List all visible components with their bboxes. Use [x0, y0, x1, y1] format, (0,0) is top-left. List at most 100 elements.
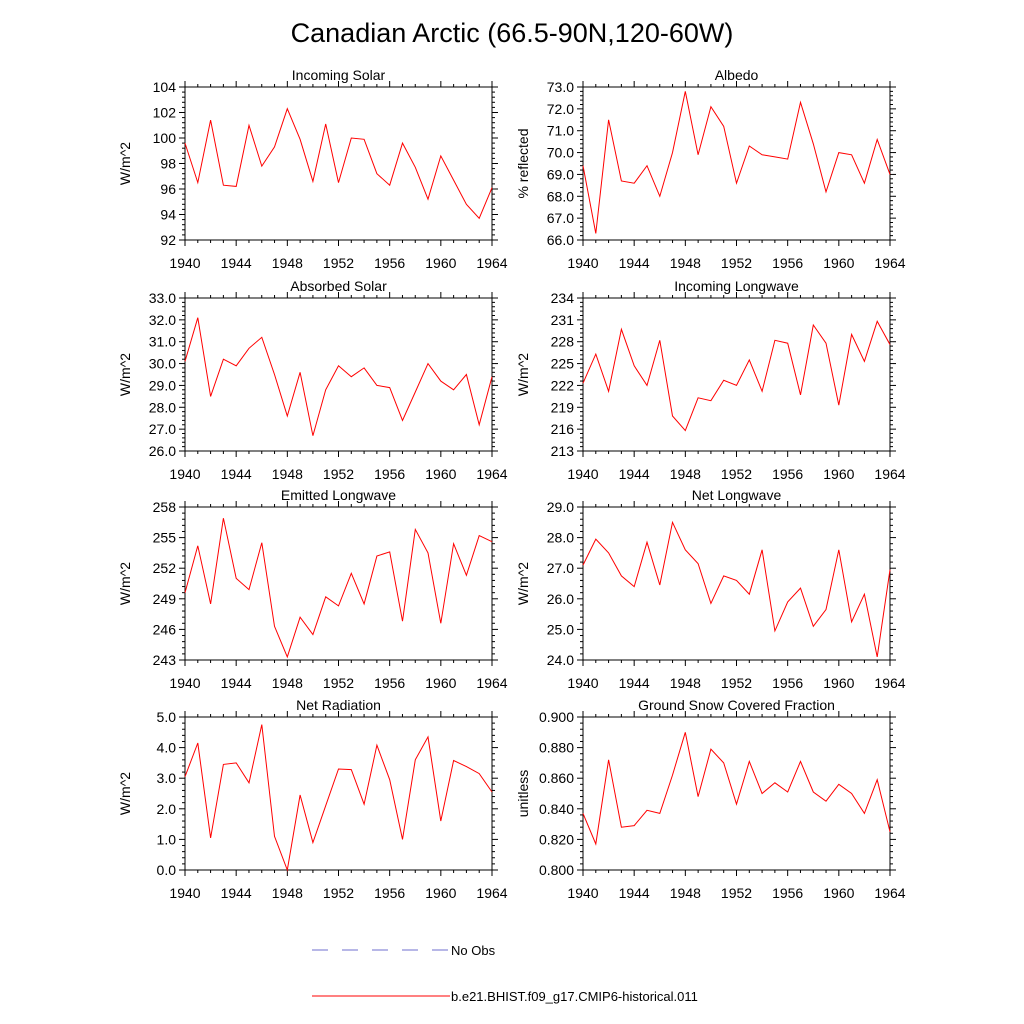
x-tick-label: 1964 [476, 675, 507, 691]
y-tick-label: 5.0 [157, 709, 177, 725]
panel-title: Emitted Longwave [281, 487, 396, 503]
x-tick-label: 1956 [374, 885, 405, 901]
x-tick-label: 1952 [323, 675, 354, 691]
y-tick-label: 70.0 [547, 145, 574, 161]
x-tick-label: 1952 [721, 466, 752, 482]
y-axis-label: W/m^2 [515, 353, 531, 396]
x-tick-label: 1944 [221, 675, 252, 691]
y-tick-label: 96 [160, 181, 176, 197]
y-tick-label: 225 [551, 356, 575, 372]
y-tick-label: 255 [153, 530, 177, 546]
y-tick-label: 0.0 [157, 862, 177, 878]
y-tick-label: 0.880 [539, 740, 574, 756]
x-tick-label: 1944 [221, 466, 252, 482]
x-tick-label: 1964 [874, 885, 905, 901]
x-tick-label: 1952 [323, 255, 354, 271]
y-tick-label: 26.0 [547, 591, 574, 607]
x-tick-label: 1948 [272, 675, 303, 691]
panel-title: Albedo [715, 67, 759, 83]
plot-frame [582, 716, 891, 871]
y-tick-label: 104 [153, 79, 177, 95]
series-line-model [184, 724, 493, 872]
x-tick-label: 1952 [721, 885, 752, 901]
series-line-model [582, 520, 891, 658]
plot-frame [184, 297, 493, 452]
x-tick-label: 1940 [169, 255, 200, 271]
x-tick-label: 1956 [772, 885, 803, 901]
y-tick-label: 72.0 [547, 101, 574, 117]
legend-obs-label: No Obs [451, 943, 496, 958]
x-tick-label: 1948 [670, 466, 701, 482]
plot-frame [184, 506, 493, 661]
x-tick-label: 1960 [425, 675, 456, 691]
y-tick-label: 0.800 [539, 862, 574, 878]
y-tick-label: 228 [551, 334, 575, 350]
y-tick-label: 27.0 [149, 421, 176, 437]
x-tick-label: 1956 [374, 675, 405, 691]
y-axis-label: unitless [515, 770, 531, 817]
series-line-model [582, 732, 891, 846]
y-tick-label: 102 [153, 105, 177, 121]
y-tick-label: 68.0 [547, 188, 574, 204]
y-tick-label: 24.0 [547, 652, 574, 668]
y-tick-label: 26.0 [149, 443, 176, 459]
chart-panel: Absorbed Solar W/m^2 26.0 27.0 28.0 29.0 30.0 3… [117, 278, 508, 482]
y-tick-label: 71.0 [547, 123, 574, 139]
y-tick-label: 33.0 [149, 290, 176, 306]
x-tick-label: 1948 [272, 885, 303, 901]
y-tick-label: 29.0 [149, 377, 176, 393]
y-tick-label: 28.0 [547, 530, 574, 546]
x-tick-label: 1952 [323, 885, 354, 901]
y-tick-label: 69.0 [547, 166, 574, 182]
x-tick-label: 1948 [670, 255, 701, 271]
y-tick-label: 3.0 [157, 770, 177, 786]
y-tick-label: 29.0 [547, 499, 574, 515]
x-tick-label: 1940 [169, 885, 200, 901]
x-tick-label: 1940 [567, 466, 598, 482]
x-tick-label: 1956 [772, 466, 803, 482]
y-axis-label: W/m^2 [117, 772, 133, 815]
x-tick-label: 1952 [721, 675, 752, 691]
x-tick-label: 1964 [476, 466, 507, 482]
x-tick-label: 1948 [670, 885, 701, 901]
y-tick-label: 222 [551, 377, 575, 393]
y-tick-label: 94 [160, 207, 176, 223]
series-line-model [582, 320, 891, 432]
y-tick-label: 219 [551, 399, 575, 415]
y-tick-label: 28.0 [149, 399, 176, 415]
plot-frame [184, 86, 493, 241]
x-tick-label: 1956 [374, 466, 405, 482]
x-tick-label: 1948 [670, 675, 701, 691]
panels: Incoming Solar W/m^2 92 94 96 98 100 102 104 1940… [117, 67, 906, 901]
series-line-model [184, 107, 493, 220]
x-tick-label: 1964 [476, 885, 507, 901]
y-axis-label: W/m^2 [117, 562, 133, 605]
panel-title: Incoming Solar [292, 67, 386, 83]
x-tick-label: 1960 [425, 255, 456, 271]
panel-title: Net Radiation [296, 697, 381, 713]
series-line-model [184, 317, 493, 436]
y-tick-label: 246 [153, 621, 177, 637]
y-tick-label: 0.840 [539, 801, 574, 817]
y-axis-label: W/m^2 [117, 142, 133, 185]
x-tick-label: 1944 [619, 466, 650, 482]
chart-panel: Ground Snow Covered Fraction unitless 0.80… [515, 697, 906, 901]
x-tick-label: 1964 [476, 255, 507, 271]
x-tick-label: 1960 [425, 885, 456, 901]
y-tick-label: 0.820 [539, 831, 574, 847]
y-tick-label: 252 [153, 560, 177, 576]
x-tick-label: 1944 [619, 255, 650, 271]
y-tick-label: 0.860 [539, 770, 574, 786]
y-tick-label: 30.0 [149, 356, 176, 372]
y-tick-label: 100 [153, 130, 177, 146]
x-tick-label: 1940 [567, 675, 598, 691]
y-tick-label: 27.0 [547, 560, 574, 576]
y-tick-label: 0.900 [539, 709, 574, 725]
x-tick-label: 1956 [772, 675, 803, 691]
x-tick-label: 1944 [221, 255, 252, 271]
y-tick-label: 66.0 [547, 232, 574, 248]
series-line-model [184, 518, 493, 659]
x-tick-label: 1960 [425, 466, 456, 482]
panel-title: Net Longwave [692, 487, 782, 503]
